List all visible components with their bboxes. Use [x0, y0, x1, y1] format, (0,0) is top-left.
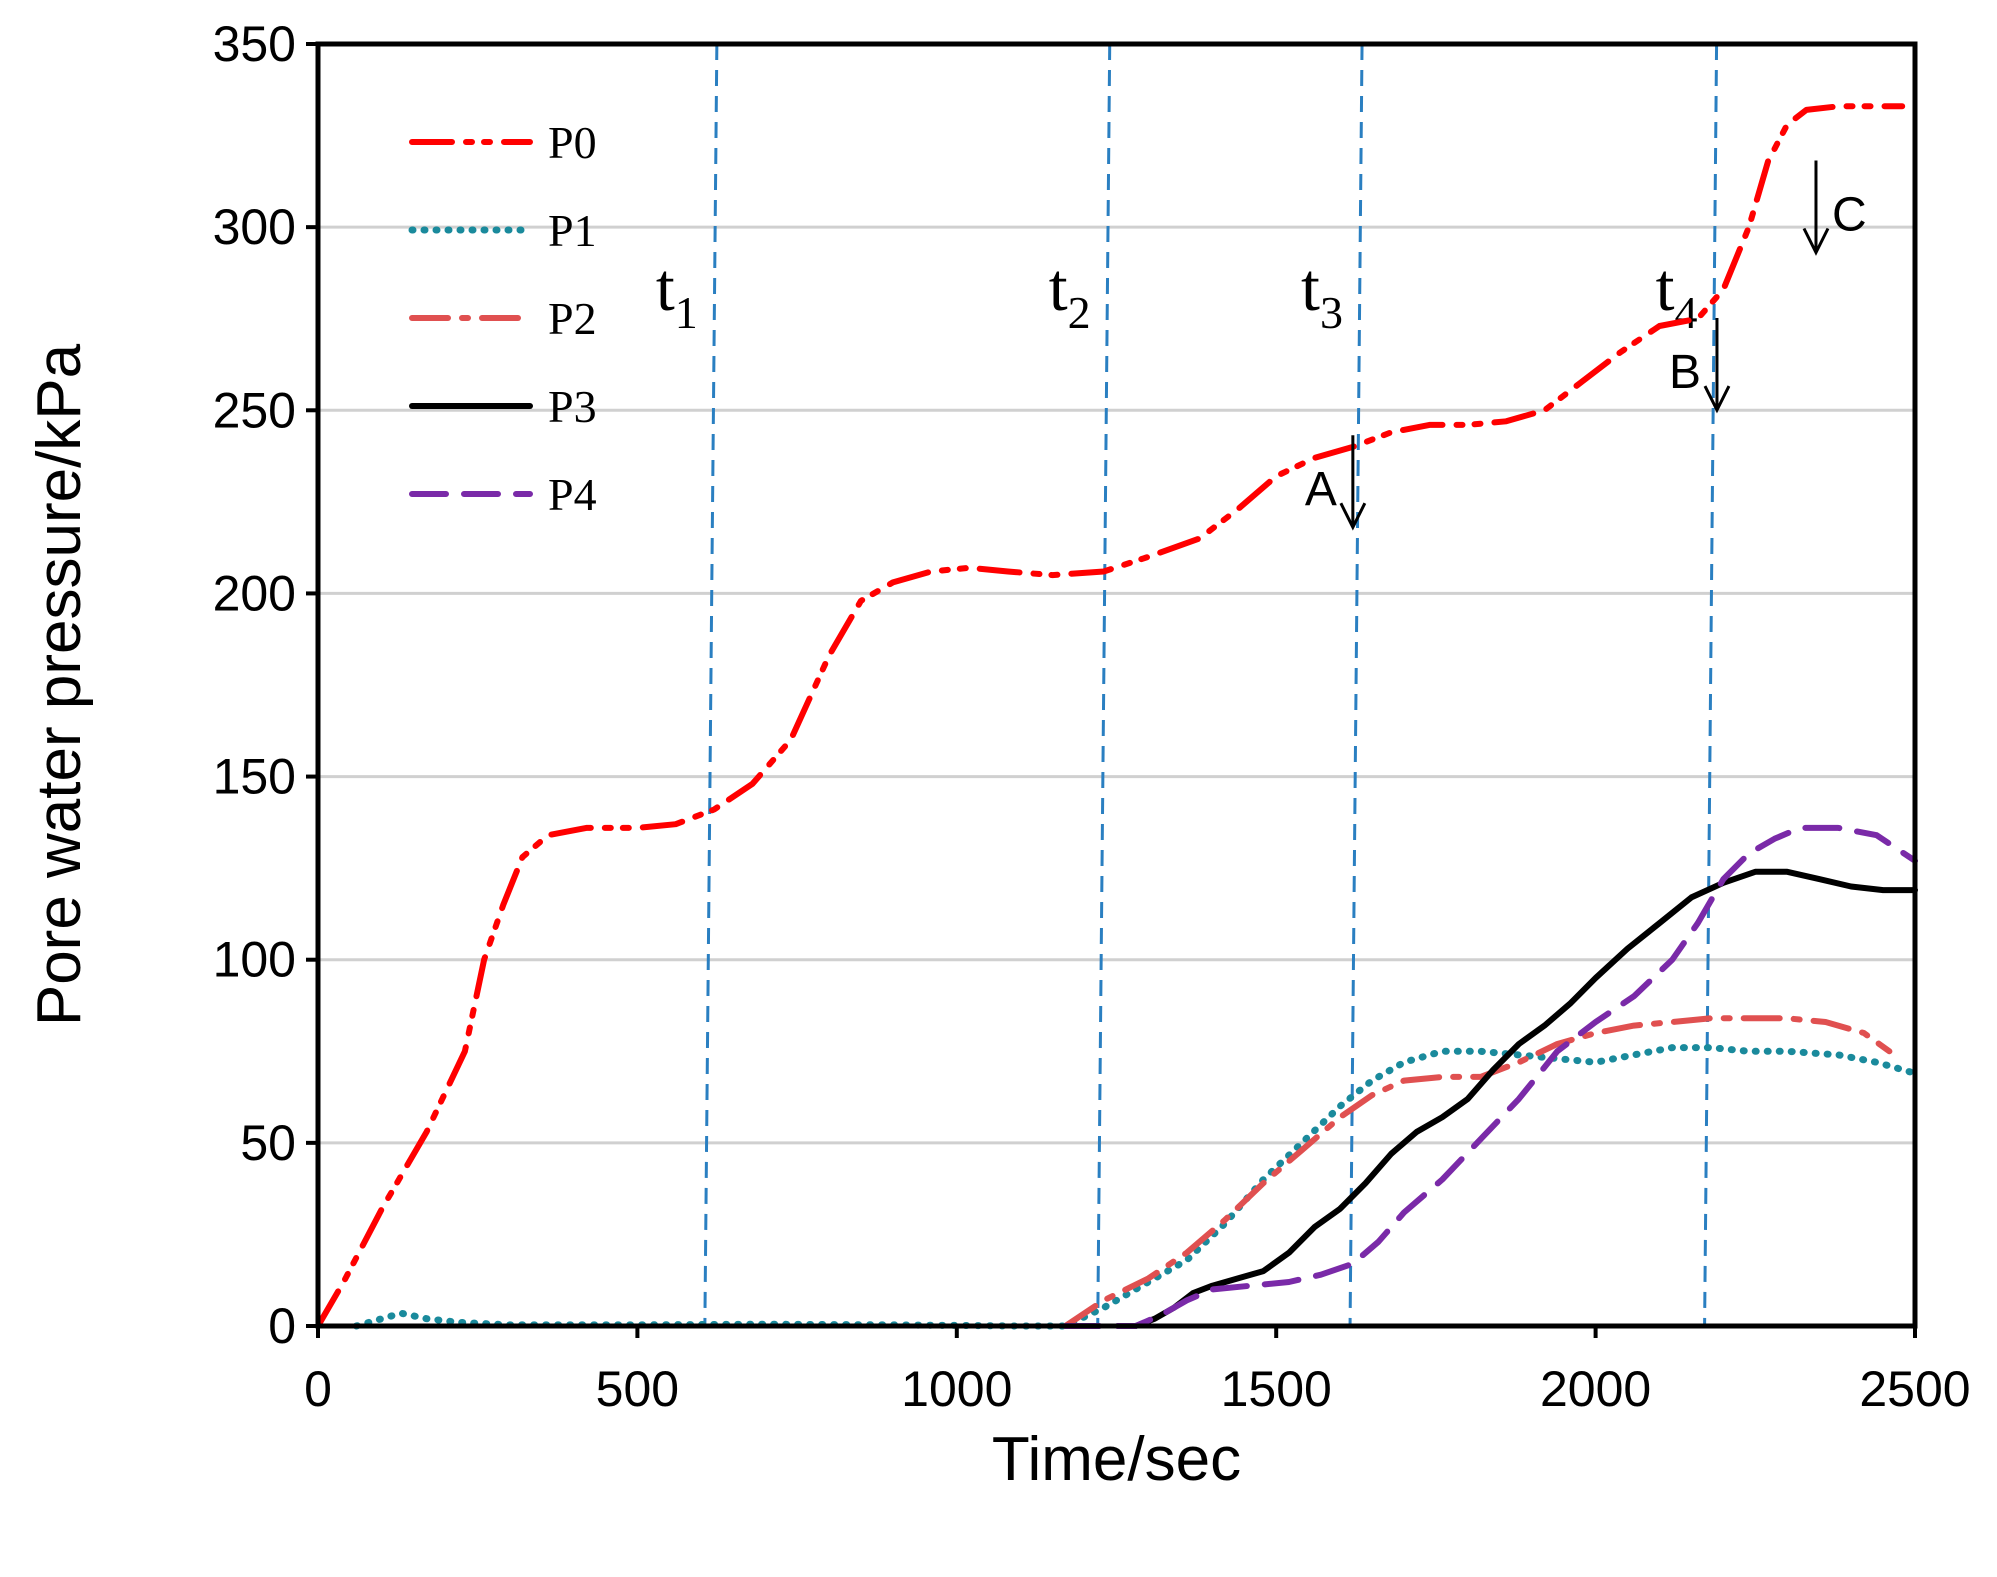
series-line-P2: [1062, 1015, 1893, 1329]
marker-line-t2: [1096, 43, 1112, 1327]
y-tick-label: 350: [213, 16, 296, 72]
annotation-A: A: [1305, 435, 1367, 531]
legend: P0 P1 P2 P3 P4: [408, 117, 597, 520]
marker-line-t4: [1703, 43, 1719, 1327]
legend-label-P4: P4: [548, 469, 597, 520]
annotation-label-B: B: [1669, 346, 1701, 399]
annotation-arrowhead-C: [1802, 227, 1830, 256]
legend-item-P2: P2: [409, 293, 597, 344]
annotation-label-A: A: [1305, 463, 1337, 516]
legend-item-P0: P0: [409, 117, 597, 168]
annotation-C: C: [1802, 160, 1867, 256]
y-tick-label: 0: [268, 1298, 296, 1354]
marker-label-t1: t1: [656, 249, 698, 338]
axis-ticks: 0 50 100 150 200 250 300 350 0 500 1000 1500 2000 250…: [213, 16, 1971, 1417]
plot-area-frame: [315, 41, 1918, 1329]
x-tick-label: 1500: [1221, 1361, 1332, 1417]
x-axis-title: Time/sec: [992, 1425, 1241, 1494]
y-tick-label: 100: [213, 932, 296, 988]
event-annotations: A B C: [1305, 160, 1867, 531]
series-line-P0: [315, 103, 1906, 1329]
annotation-label-C: C: [1832, 189, 1867, 242]
marker-label-t4: t4: [1656, 249, 1698, 338]
annotation-arrowhead-A: [1339, 502, 1367, 531]
x-tick-label: 1000: [901, 1361, 1012, 1417]
legend-label-P2: P2: [548, 293, 597, 344]
y-tick-label: 300: [213, 199, 296, 255]
annotation-B: B: [1669, 318, 1731, 414]
y-tick-label: 200: [213, 565, 296, 621]
series-line-P1: [352, 1044, 1919, 1330]
x-tick-label: 500: [596, 1361, 679, 1417]
marker-label-t2: t2: [1049, 249, 1091, 338]
marker-line-t1: [703, 43, 719, 1327]
y-tick-label: 250: [213, 382, 296, 438]
marker-label-t3: t3: [1301, 249, 1343, 338]
y-tick-label: 150: [213, 749, 296, 805]
legend-item-P3: P3: [409, 381, 597, 432]
annotation-arrowhead-B: [1703, 385, 1731, 414]
x-tick-label: 0: [304, 1361, 332, 1417]
series-lines: [315, 103, 1919, 1330]
legend-item-P4: P4: [409, 469, 597, 520]
legend-item-P1: P1: [408, 205, 597, 256]
y-axis-title: Pore water pressure/kPa: [25, 343, 94, 1026]
legend-label-P1: P1: [548, 205, 597, 256]
series-line-P4: [1062, 824, 1918, 1329]
legend-label-P3: P3: [548, 381, 597, 432]
marker-line-t3: [1348, 43, 1364, 1327]
series-line-P3: [1132, 868, 1918, 1329]
legend-label-P0: P0: [548, 117, 597, 168]
x-tick-label: 2500: [1859, 1361, 1970, 1417]
x-tick-label: 2000: [1540, 1361, 1651, 1417]
y-tick-label: 50: [240, 1115, 296, 1171]
